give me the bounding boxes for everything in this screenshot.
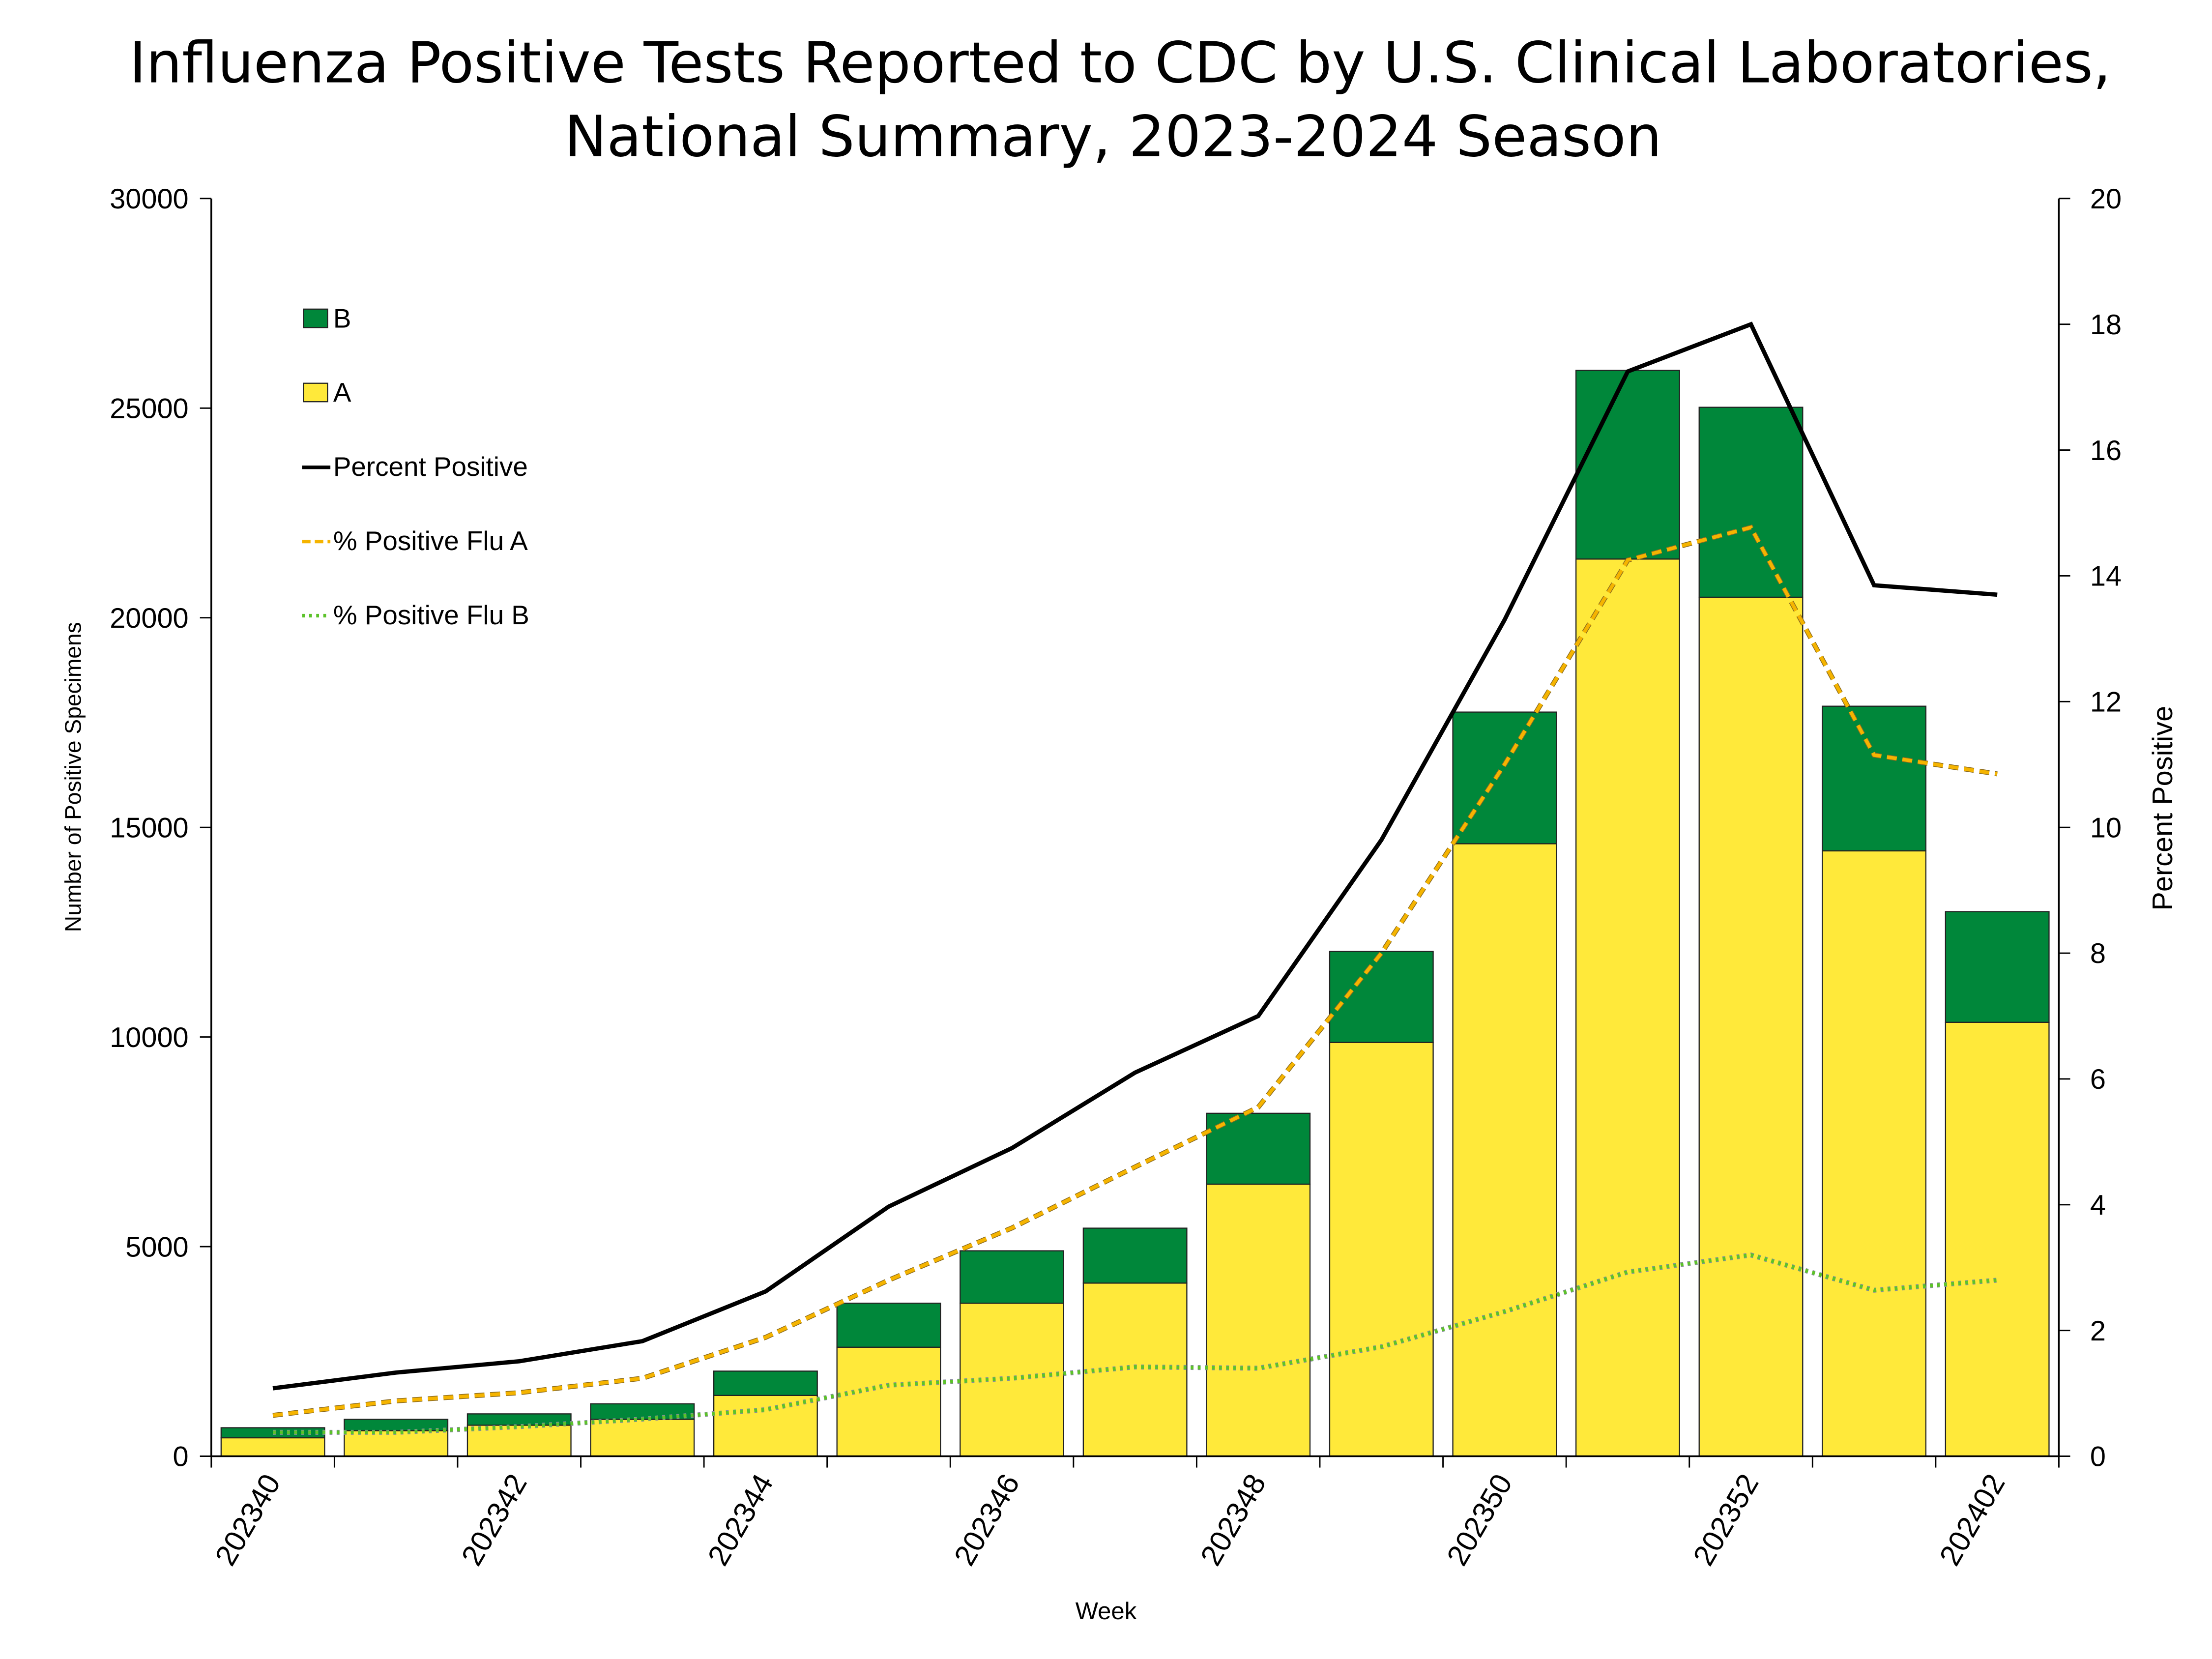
y-tick-label: 5000 bbox=[125, 1231, 188, 1263]
x-tick-label: 202340 bbox=[208, 1468, 287, 1571]
legend-positive-flu-a-label: % Positive Flu A bbox=[333, 525, 528, 556]
y-tick-label: 10000 bbox=[110, 1022, 188, 1053]
x-tick-label: 202352 bbox=[1687, 1468, 1765, 1571]
chart-title-line-1: Influenza Positive Tests Reported to CDC… bbox=[129, 30, 2111, 96]
bar-b-202341 bbox=[344, 1419, 449, 1431]
bar-b-202346 bbox=[960, 1250, 1065, 1304]
lines bbox=[272, 321, 1998, 1435]
bars bbox=[220, 370, 2050, 1457]
legend-a-label: A bbox=[333, 377, 351, 407]
legend-b-swatch bbox=[303, 308, 328, 328]
bar-b-202342 bbox=[466, 1413, 572, 1426]
bar-a-202342 bbox=[466, 1425, 572, 1457]
bar-a-202344 bbox=[713, 1395, 818, 1457]
y-tick-label: 15000 bbox=[110, 812, 188, 844]
bar-b-202352 bbox=[1698, 407, 1804, 598]
y2-tick-label: 2 bbox=[2090, 1315, 2106, 1347]
x-tick-label: 202350 bbox=[1440, 1468, 1518, 1571]
y2-tick-label: 4 bbox=[2090, 1190, 2106, 1221]
bar-b-202345 bbox=[836, 1303, 941, 1348]
x-tick-label: 202402 bbox=[1933, 1468, 2011, 1571]
y-tick-label: 30000 bbox=[110, 183, 188, 215]
y-tick-label: 0 bbox=[173, 1441, 189, 1473]
legend: B A Percent Positive % Positive Flu A % Posi… bbox=[302, 303, 529, 630]
y2-tick-label: 12 bbox=[2090, 687, 2122, 718]
y2-tick-label: 8 bbox=[2090, 938, 2106, 969]
bar-b-202402 bbox=[1945, 911, 2050, 1023]
x-axis-label: Week bbox=[1076, 1598, 1137, 1625]
y2-tick-label: 14 bbox=[2090, 561, 2122, 592]
bar-a-202351 bbox=[1575, 558, 1680, 1457]
y2-tick-label: 16 bbox=[2090, 435, 2122, 466]
line-percent-positive bbox=[272, 321, 1998, 1391]
line-positive-flu-b bbox=[273, 1253, 1998, 1434]
y2-tick-label: 6 bbox=[2090, 1064, 2106, 1095]
y-axis-label: Number of Positive Specimens bbox=[60, 622, 86, 932]
bar-b-202350 bbox=[1452, 711, 1557, 844]
bar-a-202343 bbox=[590, 1419, 695, 1457]
bar-b-202347 bbox=[1082, 1227, 1188, 1284]
y2-tick-label: 20 bbox=[2090, 183, 2122, 215]
legend-positive-flu-b-label: % Positive Flu B bbox=[333, 600, 529, 630]
bar-b-202351 bbox=[1575, 370, 1680, 560]
bar-a-202349 bbox=[1329, 1042, 1434, 1457]
y-tick-label: 20000 bbox=[110, 603, 188, 634]
x-tick-label: 202348 bbox=[1193, 1468, 1272, 1571]
bar-a-202348 bbox=[1206, 1183, 1311, 1457]
bar-a-202350 bbox=[1452, 843, 1557, 1457]
bar-a-202345 bbox=[836, 1346, 941, 1457]
bar-a-202346 bbox=[960, 1303, 1065, 1457]
bar-a-202401 bbox=[1822, 850, 1927, 1457]
bar-b-202344 bbox=[713, 1370, 818, 1396]
line-positive-flu-a bbox=[272, 525, 1998, 1417]
x-tick-label: 202342 bbox=[455, 1468, 533, 1571]
y2-tick-label: 18 bbox=[2090, 309, 2122, 341]
chart-title-line-2: National Summary, 2023-2024 Season bbox=[564, 104, 1662, 170]
y2-tick-label: 0 bbox=[2090, 1441, 2106, 1473]
legend-a-swatch bbox=[303, 382, 328, 403]
legend-b-label: B bbox=[333, 303, 351, 333]
bar-a-202352 bbox=[1698, 596, 1804, 1457]
bar-b-202401 bbox=[1822, 705, 1927, 852]
y2-axis-label: Percent Positive bbox=[2147, 706, 2179, 911]
y-tick-label: 25000 bbox=[110, 393, 188, 424]
bar-a-202340 bbox=[220, 1437, 325, 1457]
x-tick-label: 202344 bbox=[701, 1468, 780, 1571]
bar-a-202402 bbox=[1945, 1021, 2050, 1457]
y2-tick-label: 10 bbox=[2090, 812, 2122, 844]
x-tick-label: 202346 bbox=[947, 1468, 1026, 1571]
legend-percent-positive-label: Percent Positive bbox=[333, 451, 528, 482]
